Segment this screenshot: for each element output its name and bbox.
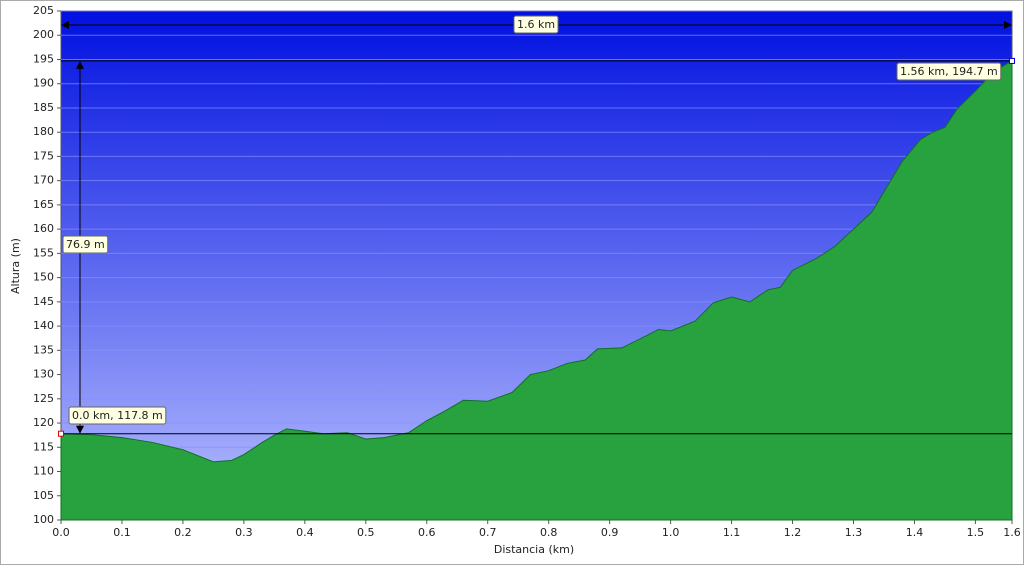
x-tick-label: 1.0	[662, 526, 680, 539]
y-tick-label: 165	[33, 198, 54, 211]
x-tick-label: 0.9	[601, 526, 619, 539]
y-tick-label: 160	[33, 222, 54, 235]
y-tick-label: 140	[33, 319, 54, 332]
y-tick-label: 155	[33, 246, 54, 259]
x-tick-label: 0.6	[418, 526, 436, 539]
y-tick-label: 185	[33, 101, 54, 114]
y-tick-label: 200	[33, 28, 54, 41]
y-tick-label: 120	[33, 416, 54, 429]
rise-label: 76.9 m	[66, 238, 105, 251]
y-tick-label: 180	[33, 125, 54, 138]
x-tick-label: 1.5	[967, 526, 985, 539]
y-tick-label: 125	[33, 392, 54, 405]
x-tick-label: 0.1	[113, 526, 131, 539]
x-tick-label: 0.4	[296, 526, 314, 539]
x-tick-label: 0.3	[235, 526, 253, 539]
x-tick-label: 1.4	[906, 526, 924, 539]
x-tick-label: 0.2	[174, 526, 192, 539]
y-tick-label: 190	[33, 77, 54, 90]
marker-point	[58, 430, 64, 437]
span-label: 1.6 km	[517, 18, 555, 31]
start-label-box	[68, 406, 167, 425]
y-tick-label: 100	[33, 513, 54, 526]
y-tick-label: 205	[33, 4, 54, 17]
y-tick-label: 105	[33, 489, 54, 502]
x-tick-label: 1.1	[723, 526, 741, 539]
y-tick-label: 145	[33, 295, 54, 308]
rise-label-box	[62, 235, 109, 254]
y-tick-label: 115	[33, 440, 54, 453]
x-tick-label: 1.2	[784, 526, 802, 539]
x-axis-label: Distancia (km)	[494, 543, 574, 556]
x-tick-label: 1.6	[1003, 526, 1021, 539]
y-tick-label: 135	[33, 343, 54, 356]
x-tick-label: 0.0	[52, 526, 70, 539]
span-label-box	[513, 15, 559, 34]
y-tick-label: 110	[33, 465, 54, 478]
end-label-box	[896, 62, 1002, 81]
x-tick-label: 0.5	[357, 526, 375, 539]
area	[60, 60, 1013, 521]
y-tick-label: 150	[33, 271, 54, 284]
y-tick-label: 130	[33, 368, 54, 381]
start-label: 0.0 km, 117.8 m	[72, 409, 163, 422]
x-tick-label: 0.7	[479, 526, 497, 539]
x-tick-label: 1.3	[845, 526, 863, 539]
y-axis-label: Altura (m)	[9, 238, 22, 294]
y-tick-label: 170	[33, 174, 54, 187]
marker-point	[1009, 57, 1015, 64]
x-tick-label: 0.8	[540, 526, 558, 539]
end-label: 1.56 km, 194.7 m	[900, 65, 998, 78]
y-tick-label: 175	[33, 149, 54, 162]
y-tick-label: 195	[33, 52, 54, 65]
